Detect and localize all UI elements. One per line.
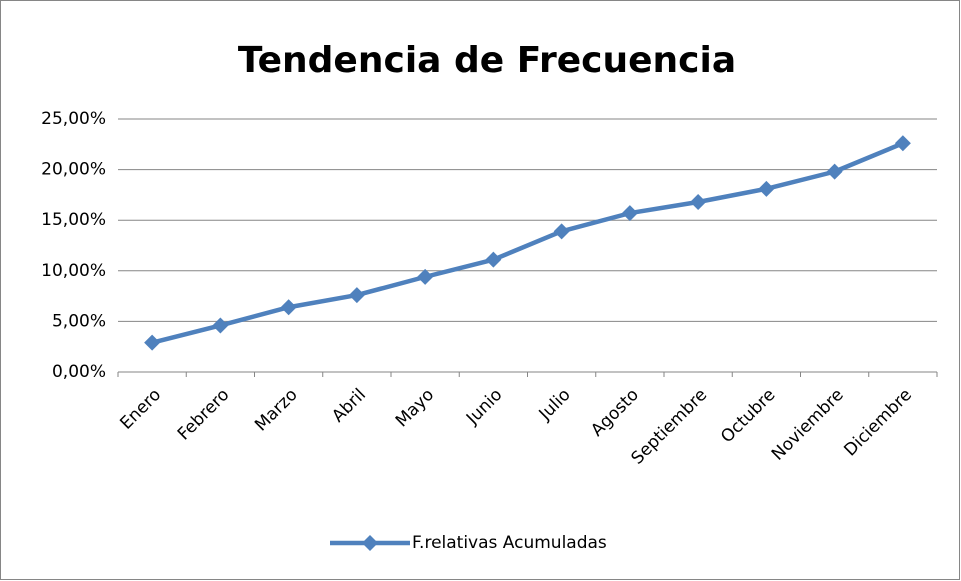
chart-title: Tendencia de Frecuencia xyxy=(238,40,736,81)
data-point xyxy=(826,163,843,180)
data-point xyxy=(280,299,297,316)
data-point xyxy=(348,287,365,304)
y-tick-label: 15,00% xyxy=(41,210,106,230)
y-tick-label: 20,00% xyxy=(41,160,106,180)
y-tick-label: 10,00% xyxy=(41,261,106,281)
legend-label: F.relativas Acumuladas xyxy=(412,533,607,553)
series-line xyxy=(151,141,904,345)
y-tick-label: 0,00% xyxy=(52,362,106,382)
data-point xyxy=(690,193,707,210)
data-point xyxy=(553,223,570,240)
data-point xyxy=(894,135,911,152)
data-point xyxy=(144,334,161,351)
legend-marker xyxy=(362,535,378,551)
data-point xyxy=(758,180,775,197)
data-point xyxy=(212,317,229,334)
data-point xyxy=(621,205,638,222)
y-tick-label: 5,00% xyxy=(52,311,106,331)
data-point xyxy=(485,251,502,268)
y-tick-label: 25,00% xyxy=(41,109,106,129)
data-point xyxy=(417,268,434,285)
